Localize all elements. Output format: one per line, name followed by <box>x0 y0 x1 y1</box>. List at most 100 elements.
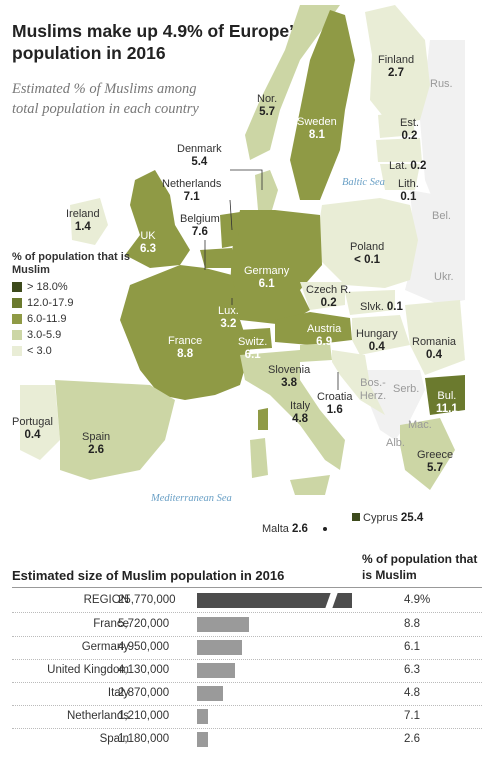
netherlands-name: Netherlands <box>162 178 222 190</box>
bar-break-icon <box>325 592 338 609</box>
slovakia-shape <box>345 290 395 315</box>
uk-name: UK <box>140 230 156 242</box>
label-lithuania: Lith. 0.1 <box>398 178 419 204</box>
italy-shape <box>240 350 345 470</box>
legend-item: 3.0-5.9 <box>12 329 132 341</box>
czech-shape <box>300 282 345 310</box>
row-divider <box>12 636 482 637</box>
cyprus-value: 25.4 <box>400 512 424 524</box>
czech-value: 0.2 <box>320 297 337 309</box>
croatia-value: 1.6 <box>326 404 343 416</box>
row-population-count: 4,130,000 <box>118 664 170 676</box>
legend-swatch-icon <box>12 330 22 340</box>
label-ireland: Ireland 1.4 <box>66 208 100 234</box>
malta-value: 2.6 <box>291 523 308 535</box>
sicily-shape <box>290 475 330 495</box>
belgium-name: Belgium <box>180 213 220 225</box>
table-pct-header: % of population that is Muslim <box>362 552 478 582</box>
row-country-name: United Kingdom <box>47 664 129 676</box>
estonia-value: 0.2 <box>401 130 418 142</box>
row-muslim-pct: 4.8 <box>404 687 420 699</box>
label-italy: Italy 4.8 <box>290 400 310 426</box>
row-population-bar <box>197 617 249 632</box>
austria-name: Austria <box>307 323 342 335</box>
greece-name: Greece <box>417 449 454 461</box>
legend-item: 12.0-17.9 <box>12 297 132 309</box>
row-divider <box>12 612 482 613</box>
label-uk: UK 6.3 <box>140 230 156 256</box>
germany-value: 6.1 <box>258 278 275 290</box>
latvia-value: 0.2 <box>410 160 427 172</box>
row-muslim-pct: 6.3 <box>404 664 420 676</box>
label-switzerland: Switz. 6.1 <box>238 336 267 362</box>
norway-name: Nor. <box>257 93 278 105</box>
legend-swatch-icon <box>12 282 22 292</box>
norway-value: 5.7 <box>259 106 276 118</box>
region-name: REGION <box>83 594 129 606</box>
germany-name: Germany <box>244 265 290 277</box>
legend-label: 3.0-5.9 <box>27 329 62 341</box>
greece-value: 5.7 <box>427 462 444 474</box>
finland-shape <box>365 5 430 125</box>
label-netherlands: Netherlands 7.1 <box>162 178 221 204</box>
label-latvia: Lat. 0.2 <box>389 160 426 173</box>
label-ukraine: Ukr. <box>434 271 454 283</box>
table-row: Netherlands 1,210,000 7.1 <box>0 706 499 728</box>
label-austria: Austria 6.9 <box>307 323 341 349</box>
austria-value: 6.9 <box>316 336 333 348</box>
table-row: Germany 4,950,000 6.1 <box>0 637 499 659</box>
label-spain: Spain 2.6 <box>82 431 110 457</box>
label-bulgaria: Bul. 11.1 <box>436 390 458 416</box>
row-muslim-pct: 8.8 <box>404 618 420 630</box>
legend-title: % of population that is Muslim <box>12 251 130 276</box>
table-row: Spain 1,180,000 2.6 <box>0 729 499 751</box>
legend-swatch-icon <box>12 314 22 324</box>
malta-marker <box>323 527 327 531</box>
bulgaria-name: Bul. <box>437 390 457 402</box>
belgium-value: 7.6 <box>191 226 208 238</box>
label-malta: Malta 2.6 <box>262 523 308 536</box>
label-belgium: Belgium 7.6 <box>180 213 220 239</box>
denmark-shape <box>255 170 278 210</box>
region-count: 25,770,000 <box>118 594 176 606</box>
denmark-name: Denmark <box>177 143 222 155</box>
row-country-name: Italy <box>107 687 129 699</box>
cyprus-name: Cyprus <box>363 512 398 524</box>
uk-shape <box>125 170 190 268</box>
portugal-value: 0.4 <box>24 429 41 441</box>
denmark-value: 5.4 <box>191 156 208 168</box>
row-population-count: 2,870,000 <box>118 687 170 699</box>
slovakia-name: Slvk. <box>360 301 384 313</box>
legend-label: 12.0-17.9 <box>27 297 74 309</box>
czech-name: Czech R. <box>306 284 352 296</box>
cyprus-marker <box>352 513 360 521</box>
norway-shape <box>245 5 340 160</box>
switzerland-shape <box>238 328 272 350</box>
netherlands-leader <box>229 199 233 231</box>
france-name: France <box>168 335 203 347</box>
row-divider <box>12 728 482 729</box>
lithuania-name: Lith. <box>398 178 419 190</box>
luxembourg-name: Lux. <box>218 305 239 317</box>
label-serbia: Serb. <box>393 383 420 395</box>
legend-label: > 18.0% <box>27 281 68 293</box>
label-albania: Alb. <box>386 437 405 449</box>
row-muslim-pct: 2.6 <box>404 733 420 745</box>
page-title: Muslims make up 4.9% of Europe’s populat… <box>12 21 304 63</box>
croatia-name: Croatia <box>317 391 353 403</box>
row-population-bar <box>197 709 208 724</box>
map-subtitle: Estimated % of Muslims among total popul… <box>12 81 199 117</box>
table-row: France 5,720,000 8.8 <box>0 614 499 636</box>
france-value: 8.8 <box>177 348 194 360</box>
bulgaria-value: 11.1 <box>436 403 458 415</box>
row-country-name: France <box>93 618 129 630</box>
spain-name: Spain <box>82 431 111 443</box>
romania-shape <box>405 300 465 375</box>
slovenia-shape <box>300 343 332 362</box>
label-russia: Rus. <box>430 78 453 90</box>
label-denmark: Denmark 5.4 <box>177 143 222 169</box>
sweden-value: 8.1 <box>308 129 325 141</box>
row-population-count: 1,180,000 <box>118 733 170 745</box>
label-baltic-sea: Baltic Sea <box>342 177 385 188</box>
germany-shape <box>230 210 322 325</box>
